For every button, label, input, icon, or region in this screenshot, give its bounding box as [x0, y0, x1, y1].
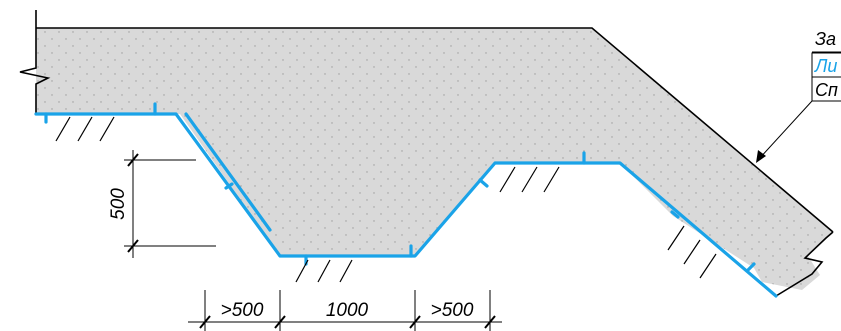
waterproofing-tick	[478, 178, 489, 188]
hatch-line	[543, 166, 560, 193]
waterproofing-tick	[224, 182, 234, 190]
dimension-tick	[127, 153, 139, 167]
hatch-line	[683, 239, 701, 265]
left-width-dimension-label: >500	[221, 300, 264, 321]
waterproofing-main-line	[34, 112, 778, 298]
callout-line-2: Ли	[814, 56, 837, 76]
dimension-tick	[127, 239, 139, 253]
dimension-height	[124, 150, 216, 258]
hatch-line	[499, 166, 516, 193]
waterproofing-tick	[746, 262, 756, 272]
callout-line-3: Сп	[815, 80, 838, 100]
bottom-width-dimension-label: 1000	[326, 300, 369, 321]
callout: За Ли Сп	[756, 29, 841, 163]
hatch-line	[339, 259, 353, 283]
dimension-tick	[484, 315, 496, 329]
hatch-line	[55, 116, 71, 142]
right-break-line	[775, 231, 834, 297]
callout-row-box	[811, 76, 841, 102]
waterproofing-layer	[34, 102, 778, 298]
waterproofing-overlap	[184, 112, 272, 232]
concrete-dot-texture	[36, 28, 833, 290]
hatch-line	[521, 166, 538, 193]
dimension-tick	[199, 315, 211, 329]
hatch-line	[295, 259, 309, 283]
dimension-tick	[274, 315, 286, 329]
callout-line-1: За	[815, 29, 836, 49]
dimension-tick	[409, 315, 421, 329]
leader-arrowhead	[756, 150, 766, 163]
right-width-dimension-label: >500	[431, 300, 474, 321]
hatch-line	[77, 116, 93, 142]
soil-hatching	[55, 116, 717, 283]
hatch-line	[699, 253, 717, 279]
slab-outline	[19, 10, 834, 297]
height-dimension-label: 500	[108, 188, 129, 220]
hatch-line	[99, 116, 115, 142]
waterproofing-tick	[670, 210, 680, 219]
hatch-line	[317, 259, 331, 283]
left-break-line	[19, 10, 51, 114]
top-edge	[36, 27, 834, 233]
dimension-widths	[188, 290, 502, 331]
hatch-line	[667, 225, 685, 251]
concrete-slab	[36, 28, 833, 290]
callout-leader	[757, 100, 813, 161]
